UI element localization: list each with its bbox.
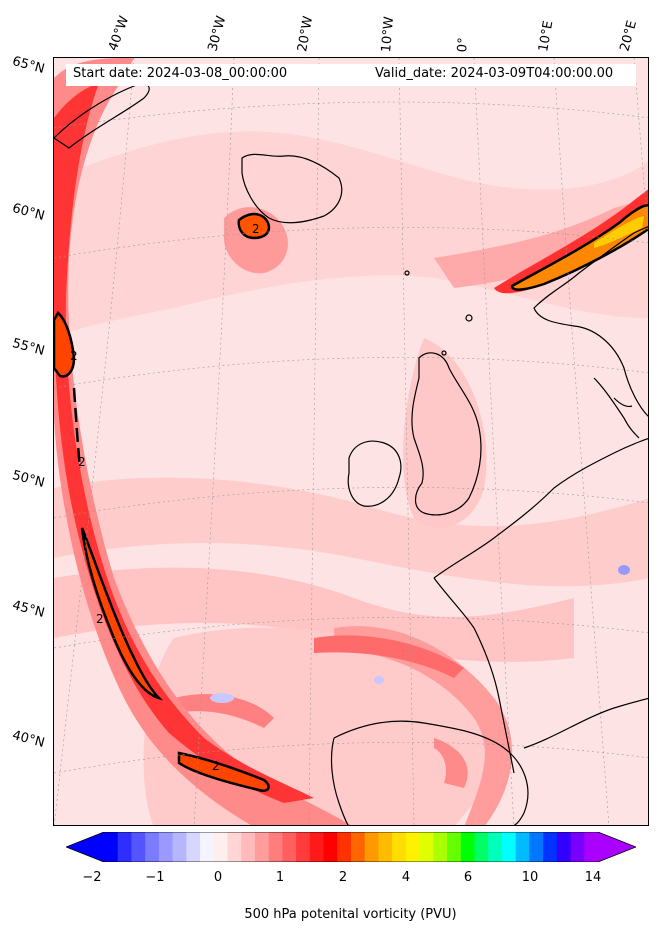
colorbar-cell [488,832,503,862]
colorbar-cell [282,832,297,862]
colorbar-tick-14: 14 [584,870,602,885]
lat-label-55n: 55°N [10,336,47,359]
colorbar-cell [241,832,256,862]
lat-label-50n: 50°N [10,468,47,491]
colorbar-cell [364,832,379,862]
colorbar-cell [227,832,242,862]
pv-norway-red [494,189,648,294]
pv-streak-iberia [434,738,468,788]
colorbar-cell [200,832,215,862]
colorbar-cell [405,832,421,862]
colorbar-cell [543,832,558,862]
colorbar-tick-0: 0 [213,870,223,885]
colorbar-cell [529,832,544,862]
colorbar-cell [556,832,572,862]
lon-label-10e: 10°E [536,19,557,54]
pv-west-orange-1 [80,527,164,701]
colorbar-tick-4: 4 [401,870,411,885]
pv-contour-field: 2 2 2 2 2 [54,58,648,825]
pv-streak-norway [434,198,648,288]
colorbar-tick-10: 10 [521,870,539,885]
colorbar-cell [323,832,338,862]
colorbar-label: 500 hPa potenital vorticity (PVU) [244,907,457,922]
colorbar-cell [351,832,366,862]
colorbar-cells [104,832,599,862]
colorbar [66,832,636,862]
colorbar-cell [117,832,132,862]
contour-label-west-1: 2 [70,349,78,363]
lat-label-45n: 45°N [10,598,47,621]
start-date-label: Start date: 2024-03-08_00:00:00 [73,66,288,81]
pv-band-mid2 [54,567,574,662]
pv-streak-red-1 [314,635,464,678]
colorbar-cell [309,832,325,862]
contour-labels: 2 2 2 2 2 [70,222,260,773]
colorbar-tick-2: 2 [338,870,348,885]
colorbar-cell [392,832,407,862]
coastlines [54,83,648,825]
colorbar-cell [186,832,201,862]
colorbar-cell [433,832,448,862]
colorbar-cell [584,832,599,862]
lat-label-40n: 40°N [10,728,47,751]
pv-blue-patch-1 [210,693,234,703]
lon-label-30w: 30°W [205,14,230,53]
pv-iceland-core [237,212,271,240]
lon-label-20w: 20°W [295,15,317,54]
pv-streak-biscay [334,626,513,825]
lon-label-10w: 10°W [379,15,398,53]
colorbar-cell [213,832,228,862]
colorbar-cell [158,832,174,862]
pv-north-sea-patch [403,338,487,528]
valid-date-label: Valid_date: 2024-03-09T04:00:00.00 [375,66,614,81]
pv-norway-orange [510,204,648,291]
contour-label-west-2: 2 [78,455,86,469]
colorbar-cell [104,832,119,862]
pv-sw-orange [177,751,270,792]
contour-label-west-3: 2 [96,612,104,626]
colorbar-extend-low [66,832,104,862]
map-plot-area: 2 2 2 2 2 [53,57,649,826]
colorbar-cell [172,832,187,862]
colorbar-cell [474,832,489,862]
pv-norway-yellow [594,216,644,248]
lon-label-0: 0° [455,36,472,53]
colorbar-tick-neg2: −2 [82,870,102,885]
header-box [66,64,636,86]
colorbar-cell [460,832,475,862]
colorbar-tick-1: 1 [275,870,285,885]
contour-label-iceland: 2 [252,222,260,236]
colorbar-extend-high [598,832,636,862]
pv-west-contour-dash [72,387,82,469]
colorbar-cell [296,832,311,862]
colorbar-cell [570,832,585,862]
lat-label-60n: 60°N [10,201,47,224]
colorbar-cell [447,832,462,862]
colorbar-cell [254,832,270,862]
colorbar-tick-neg1: −1 [145,870,165,885]
colorbar-cell [515,832,530,862]
contour-label-sw: 2 [212,759,220,773]
pv-blue-patch-2 [374,676,384,684]
colorbar-cell [145,832,160,862]
colorbar-cell [419,832,434,862]
colorbar-tick-6: 6 [463,870,473,885]
lat-label-65n: 65°N [10,54,47,77]
pv-streak-azores [174,694,274,728]
colorbar-cell [501,832,517,862]
pv-west-orange-2 [54,311,76,378]
lon-label-40w: 40°W [105,14,133,53]
colorbar-cell [131,832,146,862]
colorbar-cell [378,832,393,862]
colorbar-cell [268,832,283,862]
pv-blue-patch-3 [618,565,630,575]
lon-label-20e: 20°E [617,18,641,53]
colorbar-cell [337,832,352,862]
